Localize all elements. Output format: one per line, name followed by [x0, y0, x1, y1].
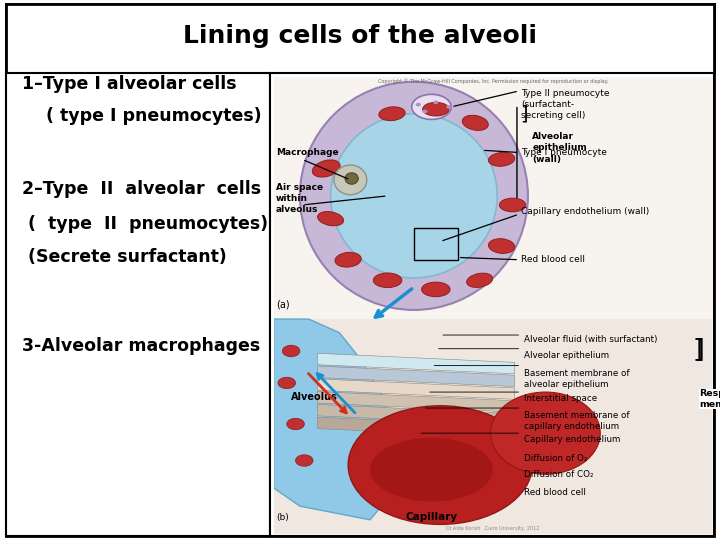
Text: Red blood cell: Red blood cell [521, 255, 585, 264]
Bar [414, 228, 458, 260]
Ellipse shape [422, 110, 428, 113]
Text: Type I pneumocyte: Type I pneumocyte [521, 148, 607, 157]
Text: Interstitial space: Interstitial space [523, 394, 597, 403]
Polygon shape [318, 417, 515, 438]
Ellipse shape [278, 377, 295, 389]
Ellipse shape [370, 438, 493, 502]
Text: Air space
within
alveolus: Air space within alveolus [276, 183, 323, 214]
Text: (b): (b) [276, 513, 289, 522]
Text: Alveolar epithelium: Alveolar epithelium [523, 351, 608, 360]
Ellipse shape [282, 345, 300, 357]
Text: Alveolus: Alveolus [291, 392, 338, 402]
Text: ]: ] [521, 105, 528, 124]
FancyBboxPatch shape [274, 319, 712, 534]
Ellipse shape [488, 152, 515, 166]
Ellipse shape [422, 282, 450, 296]
Ellipse shape [423, 102, 449, 116]
Text: Diffusion of CO₂: Diffusion of CO₂ [523, 470, 593, 478]
Text: ]: ] [695, 338, 704, 361]
Ellipse shape [500, 198, 526, 212]
Polygon shape [318, 404, 515, 425]
Text: 3-Alveolar macrophages: 3-Alveolar macrophages [22, 336, 260, 355]
Text: (Secrete surfactant): (Secrete surfactant) [22, 247, 226, 266]
Ellipse shape [295, 455, 313, 466]
Polygon shape [318, 366, 515, 387]
Text: Capillary: Capillary [405, 512, 457, 522]
Text: Dr.Aida Korish  ,Cairo University, 2012: Dr.Aida Korish ,Cairo University, 2012 [446, 526, 539, 531]
Ellipse shape [433, 100, 438, 104]
Text: Type II pneumocyte
(surfactant-
secreting cell): Type II pneumocyte (surfactant- secretin… [521, 89, 610, 120]
Text: Basement membrane of
capillary endothelium: Basement membrane of capillary endotheli… [523, 411, 629, 430]
FancyBboxPatch shape [6, 4, 714, 536]
Text: Lining cells of the alveoli: Lining cells of the alveoli [183, 24, 537, 49]
Ellipse shape [467, 273, 492, 287]
FancyBboxPatch shape [270, 73, 714, 536]
Ellipse shape [330, 114, 498, 278]
Text: Macrophage: Macrophage [276, 148, 338, 157]
Ellipse shape [490, 392, 600, 474]
Text: Basement membrane of
alveolar epithelium: Basement membrane of alveolar epithelium [523, 369, 629, 389]
Ellipse shape [318, 212, 343, 226]
Ellipse shape [374, 273, 402, 288]
Text: ]: ] [693, 338, 703, 361]
Ellipse shape [462, 115, 488, 131]
Text: Capillary endothelium (wall): Capillary endothelium (wall) [521, 207, 649, 217]
Polygon shape [318, 353, 515, 374]
Polygon shape [318, 379, 515, 400]
Text: Alveolar
epithelium
(wall): Alveolar epithelium (wall) [532, 132, 587, 164]
Ellipse shape [412, 94, 451, 119]
Ellipse shape [312, 160, 340, 177]
Text: Red blood cell: Red blood cell [523, 488, 585, 497]
Text: Diffusion of O₂: Diffusion of O₂ [523, 454, 587, 463]
Ellipse shape [488, 239, 515, 253]
FancyBboxPatch shape [6, 73, 270, 536]
Text: Respiratory
membrane: Respiratory membrane [699, 389, 720, 409]
Ellipse shape [345, 173, 359, 184]
Text: (  type  II  pneumocytes): ( type II pneumocytes) [22, 215, 268, 233]
FancyBboxPatch shape [274, 77, 712, 319]
Ellipse shape [348, 406, 532, 524]
Ellipse shape [300, 82, 528, 310]
FancyBboxPatch shape [6, 4, 714, 73]
Text: 2–Type  II  alveolar  cells: 2–Type II alveolar cells [22, 180, 261, 198]
Text: Copyright © The McGraw-Hill Companies, Inc. Permission required for reproduction: Copyright © The McGraw-Hill Companies, I… [378, 79, 608, 84]
Polygon shape [274, 319, 397, 520]
Ellipse shape [335, 252, 361, 267]
Text: ( type I pneumocytes): ( type I pneumocytes) [22, 107, 261, 125]
Ellipse shape [415, 103, 421, 106]
Text: Alveolar fluid (with surfactant): Alveolar fluid (with surfactant) [523, 335, 657, 344]
Text: (a): (a) [276, 300, 289, 310]
Ellipse shape [334, 165, 366, 195]
Polygon shape [318, 392, 515, 412]
Ellipse shape [379, 107, 405, 120]
Text: Capillary endothelium: Capillary endothelium [523, 435, 620, 444]
Text: 1–Type I alveolar cells: 1–Type I alveolar cells [22, 75, 236, 93]
Ellipse shape [287, 418, 305, 430]
Ellipse shape [446, 105, 451, 109]
